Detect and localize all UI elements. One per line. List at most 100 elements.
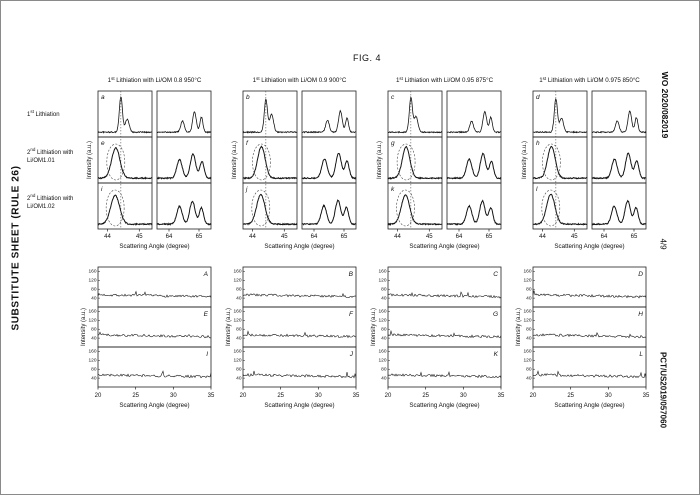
xrd-panel (446, 90, 502, 138)
y-tick-label: 160 (233, 269, 241, 275)
xrd-trace (591, 152, 647, 180)
xrd-panel (156, 90, 212, 138)
y-tick-label: 80 (526, 366, 532, 372)
xrd-trace (156, 111, 212, 134)
x-axis-label: Scattering Angle (degree) (554, 243, 624, 250)
x-tick-label: 45 (571, 234, 578, 240)
xrd-panel (242, 182, 298, 230)
y-tick-label: 80 (236, 286, 242, 292)
x-tick-label: 64 (456, 234, 463, 240)
xrd-trace (242, 98, 298, 134)
x-tick-label: 65 (631, 234, 638, 240)
xrd-panel (591, 182, 647, 230)
y-tick-label: 120 (233, 318, 241, 324)
y-tick-label: 80 (381, 326, 387, 332)
y-tick-label: 40 (381, 295, 387, 301)
scan-trace (97, 331, 212, 339)
panel-letter: k (391, 186, 395, 193)
y-tick-label: 120 (523, 318, 531, 324)
x-axis-label: Scattering Angle (degree) (264, 402, 334, 409)
y-tick-label: 40 (236, 295, 242, 301)
peak-highlight-ellipse (541, 189, 561, 227)
x-tick-label: 65 (486, 234, 493, 240)
x-tick-label: 65 (196, 234, 203, 240)
row-label: 2nd Lithiation with Li/OM1.01 (27, 147, 74, 164)
scan-trace (242, 330, 357, 339)
y-axis-label: Intensity (a.u.) (226, 308, 232, 346)
top-row-labels: 1st Lithiation 2nd Lithiation with Li/OM1… (27, 1, 85, 241)
panel-letter: d (536, 94, 540, 101)
x-tick-label: 20 (385, 393, 392, 399)
panel-letter: b (246, 94, 250, 101)
panel-letter: B (349, 271, 354, 278)
panel-letter: G (493, 311, 498, 318)
x-tick-label: 35 (353, 393, 360, 399)
x-tick-label: 20 (530, 393, 537, 399)
scan-trace (387, 291, 502, 299)
y-tick-label: 160 (523, 349, 531, 355)
x-tick-label: 44 (249, 234, 256, 240)
y-tick-label: 120 (88, 278, 96, 284)
x-tick-label: 35 (208, 393, 215, 399)
panel-letter: C (493, 271, 498, 278)
y-tick-label: 120 (378, 358, 386, 364)
panel-letter: L (639, 351, 643, 358)
xrd-panel (97, 90, 153, 138)
panel-letter: I (206, 351, 208, 358)
y-tick-label: 40 (91, 295, 97, 301)
panel-letter: j (245, 186, 248, 193)
y-tick-label: 160 (88, 309, 96, 315)
xrd-panel (242, 90, 298, 138)
row-label: 1st Lithiation (27, 109, 60, 118)
xrd-trace (591, 199, 647, 226)
x-tick-label: 44 (104, 234, 111, 240)
panel-letter: J (349, 351, 354, 358)
y-tick-label: 160 (378, 269, 386, 275)
group-header: 1st Lithiation with Li/OM 0.8 950°C (108, 76, 202, 84)
y-axis-label: Intensity (a.u.) (371, 308, 377, 346)
scan-trace (242, 370, 357, 379)
y-tick-label: 120 (88, 358, 96, 364)
row-label: 2nd Lithiation with Li/OM1.02 (27, 193, 74, 210)
x-tick-label: 65 (341, 234, 348, 240)
panel-letter: H (638, 311, 643, 318)
scan-trace (532, 370, 647, 379)
y-tick-label: 40 (381, 375, 387, 381)
xrd-panel (591, 136, 647, 184)
bottom-xrd-grid: Intensity (a.u.) 160 120 80 40 A 160 120 80 40 E 16… (26, 257, 676, 419)
peak-highlight-ellipse (251, 189, 271, 227)
scan-trace (97, 290, 212, 298)
panel-letter: e (101, 140, 105, 147)
xrd-trace (446, 110, 502, 134)
xrd-panel (446, 136, 502, 184)
xrd-panel (301, 182, 357, 230)
x-tick-label: 44 (394, 234, 401, 240)
group-header: 1st Lithiation with Li/OM 0.95 875°C (396, 76, 494, 84)
x-axis-label: Scattering Angle (degree) (554, 402, 624, 409)
xrd-trace (446, 199, 502, 226)
peak-highlight-ellipse (252, 143, 271, 181)
y-tick-label: 80 (381, 286, 387, 292)
y-tick-label: 40 (91, 375, 97, 381)
xrd-trace (98, 146, 153, 180)
x-axis-label: Scattering Angle (degree) (264, 243, 334, 250)
scan-panel (242, 346, 357, 388)
x-tick-label: 45 (136, 234, 143, 240)
y-tick-label: 120 (523, 358, 531, 364)
y-tick-label: 40 (91, 335, 97, 341)
xrd-trace (97, 96, 152, 134)
xrd-trace (387, 145, 443, 180)
xrd-trace (532, 193, 588, 226)
scan-panel (532, 346, 647, 388)
xrd-trace (243, 193, 298, 226)
y-tick-label: 160 (88, 349, 96, 355)
xrd-panel (446, 182, 502, 230)
x-tick-label: 25 (567, 393, 574, 399)
panel-letter: i (101, 186, 103, 193)
scan-trace (242, 292, 357, 299)
y-tick-label: 120 (378, 318, 386, 324)
panel-letter: D (638, 271, 643, 278)
y-tick-label: 160 (88, 269, 96, 275)
x-tick-label: 25 (277, 393, 284, 399)
